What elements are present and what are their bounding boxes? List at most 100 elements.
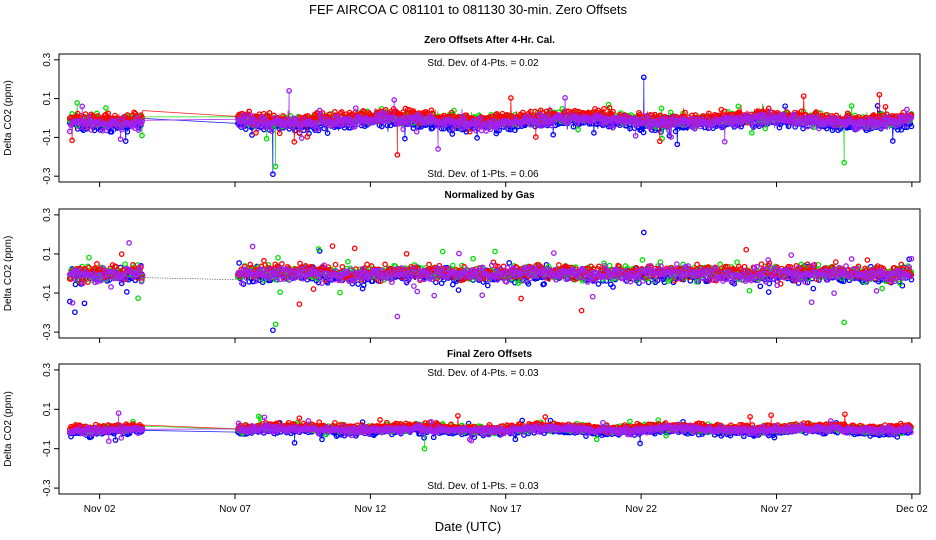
series-point-gas1 [640,129,647,136]
series-point-gas3 [326,111,333,118]
annotation-std-4pt: Std. Dev. of 4-Pts. = 0.02 [427,58,539,69]
series-point-gas3 [900,109,907,116]
series-point-gas4 [750,123,757,129]
series-point-gas1 [124,128,131,135]
series-point-gas4 [433,119,439,126]
series-point-gas3 [556,262,562,268]
series-point-gas4 [134,114,141,121]
series-point-gas3 [332,261,339,268]
series-point-gas1 [889,138,896,144]
series-point-gas2 [74,100,81,106]
series-point-gas4 [642,120,649,126]
series-point-gas4 [99,127,106,134]
series-point-gas4 [242,112,249,118]
series-point-gas4 [381,110,387,117]
series-point-gas3 [296,301,303,308]
series-point-gas2 [748,129,755,136]
series-point-gas1 [674,141,681,148]
series-point-gas4 [477,115,484,121]
series-point-gas4 [755,118,761,125]
series-point-gas3 [428,107,435,114]
series-point-gas3 [404,106,411,113]
series-point-gas1 [610,284,616,290]
series-point-gas4 [238,118,245,125]
series-point-gas2 [277,289,284,296]
series-point-gas4 [286,87,292,94]
series-point-gas1 [810,285,817,292]
series-point-gas3 [118,251,125,257]
series-point-gas1 [463,128,470,135]
series-point-gas4 [351,123,358,130]
series-point-gas4 [668,134,674,140]
series-point-gas3 [610,108,616,115]
series-point-gas4 [611,115,618,122]
series-point-gas2 [879,285,885,292]
series-point-gas4 [900,117,907,124]
series-point-gas2 [315,246,322,252]
series-point-gas2 [139,132,145,139]
series-point-gas4 [298,135,305,141]
series-point-gas3 [804,261,811,268]
series-point-gas2 [734,259,740,266]
series-point-gas1 [72,309,78,316]
series-point-gas1 [81,300,88,307]
series-point-gas1 [429,125,436,131]
series-point-gas3 [247,261,254,268]
series-point-gas1 [378,123,385,130]
series-point-gas2 [86,254,92,261]
series-point-gas4 [490,118,496,124]
series-point-gas2 [345,258,351,265]
series-point-gas4 [667,117,673,123]
series-point-gas3 [280,113,286,119]
series-point-gas2 [439,248,446,255]
series-point-gas1 [123,289,130,295]
series-point-gas4 [482,124,488,131]
reference-point [455,279,458,282]
series-point-gas1 [640,229,647,236]
series-point-gas2 [601,260,607,267]
series-point-gas4 [765,118,772,125]
series-point-gas4 [120,114,126,121]
series-point-gas3 [69,137,75,144]
series-point-gas4 [133,123,140,129]
series-point-gas3 [262,262,268,268]
series-point-gas4 [332,121,339,128]
series-point-gas4 [349,123,356,130]
series-point-gas3 [694,261,700,268]
y-tick-label: -0.3 [42,323,53,341]
plot-area [66,229,915,334]
series-point-gas1 [654,277,661,284]
series-point-gas2 [492,248,498,255]
series-point-gas4 [377,118,384,124]
reference-point [245,278,248,281]
series-point-gas2 [135,295,141,302]
series-point-gas3 [833,112,840,119]
series-point-gas3 [518,295,524,302]
series-point-gas4 [525,113,531,120]
series-point-gas4 [294,116,301,123]
series-point-gas4 [483,128,489,134]
series-point-gas4 [289,123,296,130]
series-point-gas3 [403,250,410,257]
series-point-gas2 [103,105,109,111]
y-tick-label: 0.3 [42,207,53,221]
series-point-gas4 [632,132,639,139]
series-point-gas3 [908,112,915,118]
series-point-gas4 [413,128,420,135]
series-point-gas4 [734,115,741,121]
series-point-gas3 [338,109,345,115]
series-point-gas3 [132,110,139,117]
series-point-gas1 [541,281,548,287]
series-point-gas4 [881,115,888,121]
annotation-std-1pt: Std. Dev. of 1-Pts. = 0.06 [427,169,539,180]
series-point-gas3 [578,307,585,314]
series-point-gas4 [66,128,73,135]
series-point-gas3 [85,279,91,285]
series-point-gas4 [450,125,457,132]
series-point-gas1 [108,128,115,135]
series-point-gas1 [474,135,480,141]
series-point-gas3 [800,93,807,100]
series-point-gas4 [400,126,407,132]
series-point-gas4 [263,117,269,123]
series-point-gas2 [762,125,769,132]
